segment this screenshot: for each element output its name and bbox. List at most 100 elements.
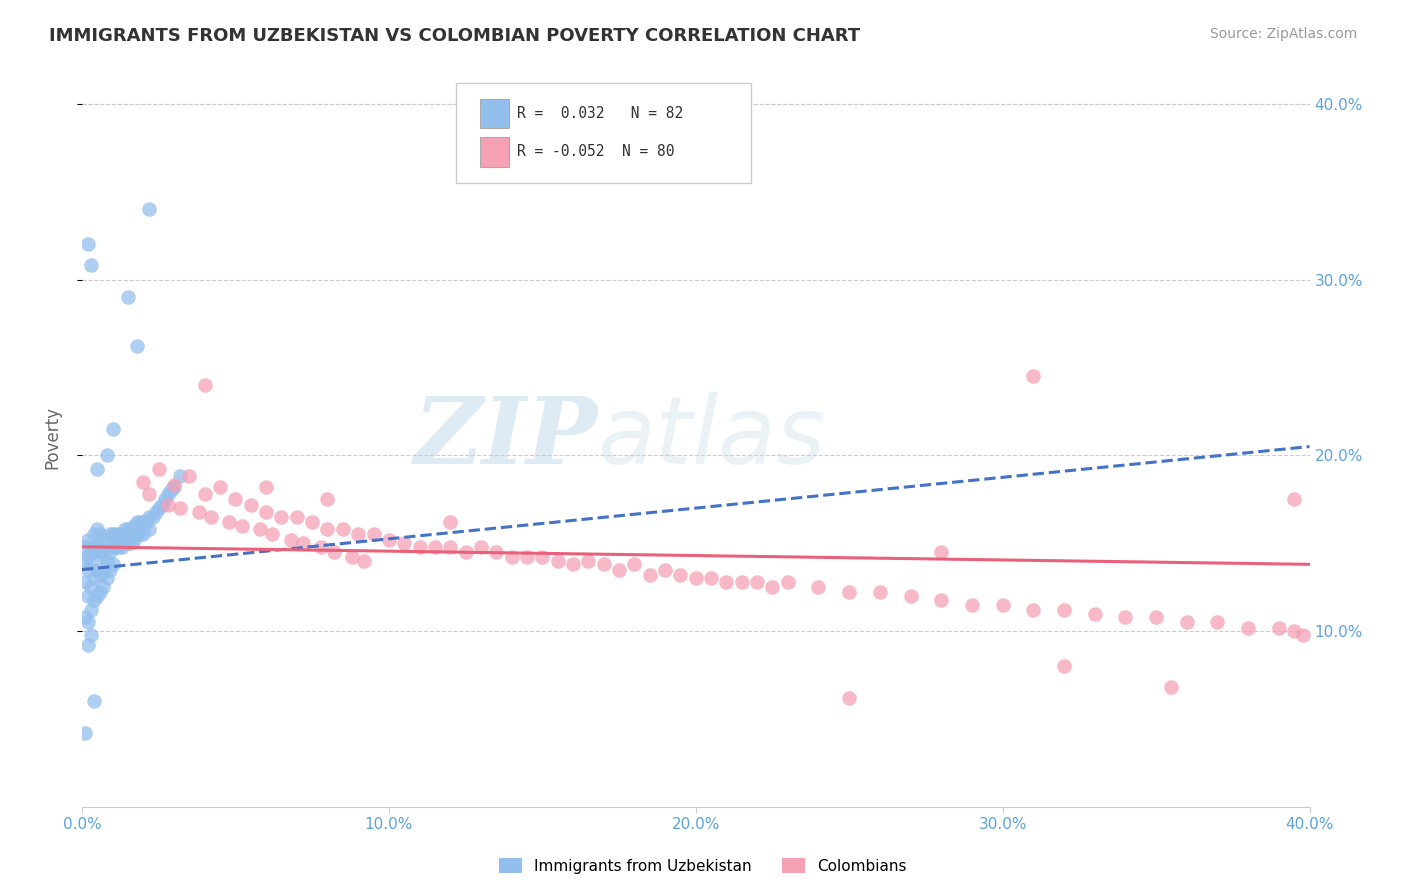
Text: atlas: atlas <box>598 392 825 483</box>
Point <box>179 469 201 483</box>
Point <box>254 505 277 519</box>
Point <box>114 536 136 550</box>
Point <box>73 554 96 568</box>
Point <box>745 574 768 589</box>
Point <box>353 554 375 568</box>
Point <box>1292 628 1315 642</box>
Point <box>311 540 333 554</box>
Point <box>340 550 363 565</box>
Point <box>150 498 173 512</box>
Point <box>80 540 103 554</box>
Point <box>80 558 103 572</box>
Point <box>423 540 446 554</box>
Point <box>86 589 108 603</box>
Point <box>262 527 284 541</box>
Point <box>929 592 952 607</box>
Point <box>194 378 217 392</box>
Point <box>1022 603 1045 617</box>
Point <box>127 339 149 353</box>
Point <box>163 480 186 494</box>
Point <box>132 475 155 489</box>
Point <box>960 598 983 612</box>
Point <box>1053 659 1076 673</box>
Point <box>107 540 129 554</box>
Point <box>1053 603 1076 617</box>
Point <box>138 487 160 501</box>
Point <box>141 509 163 524</box>
Point <box>120 522 142 536</box>
Point <box>200 509 222 524</box>
Y-axis label: Poverty: Poverty <box>44 406 60 469</box>
Point <box>127 515 149 529</box>
Point <box>332 522 354 536</box>
Point <box>224 492 246 507</box>
Point <box>408 540 430 554</box>
Point <box>685 571 707 585</box>
Point <box>163 478 186 492</box>
Point <box>1144 610 1167 624</box>
Point <box>700 571 723 585</box>
Point <box>107 527 129 541</box>
Point <box>160 483 183 498</box>
Point <box>270 509 292 524</box>
Point <box>138 522 160 536</box>
Point <box>98 527 121 541</box>
Point <box>454 545 477 559</box>
FancyBboxPatch shape <box>479 99 509 128</box>
Point <box>991 598 1014 612</box>
Point <box>93 533 115 547</box>
Point <box>101 558 124 572</box>
Point <box>1114 610 1136 624</box>
Point <box>285 509 308 524</box>
Point <box>77 589 100 603</box>
Point <box>77 615 100 630</box>
Point <box>1160 681 1182 695</box>
Point <box>291 536 314 550</box>
Point <box>73 540 96 554</box>
Point <box>1084 607 1107 621</box>
Point <box>77 638 100 652</box>
Point <box>93 566 115 581</box>
Point <box>169 469 191 483</box>
Point <box>1282 492 1305 507</box>
Point <box>80 580 103 594</box>
Point <box>187 505 209 519</box>
Text: IMMIGRANTS FROM UZBEKISTAN VS COLOMBIAN POVERTY CORRELATION CHART: IMMIGRANTS FROM UZBEKISTAN VS COLOMBIAN … <box>49 27 860 45</box>
Point <box>280 533 302 547</box>
Point <box>111 527 134 541</box>
Point <box>153 492 176 507</box>
Text: ZIP: ZIP <box>413 392 598 483</box>
Point <box>89 527 111 541</box>
Point <box>117 536 139 550</box>
Point <box>562 558 585 572</box>
Point <box>1237 621 1260 635</box>
Point <box>83 571 105 585</box>
Point <box>86 563 108 577</box>
Point <box>731 574 754 589</box>
Point <box>501 550 523 565</box>
Point <box>77 237 100 252</box>
Point <box>392 536 415 550</box>
Point <box>1268 621 1291 635</box>
Point <box>169 501 191 516</box>
Point <box>623 558 645 572</box>
Point <box>104 527 127 541</box>
Point <box>114 522 136 536</box>
Point <box>73 726 96 740</box>
Point <box>117 522 139 536</box>
Point <box>93 580 115 594</box>
Point <box>716 574 738 589</box>
Point <box>547 554 569 568</box>
Point <box>80 603 103 617</box>
Point <box>129 515 152 529</box>
Point <box>138 202 160 217</box>
Point <box>73 610 96 624</box>
Point <box>73 574 96 589</box>
Point <box>101 540 124 554</box>
Point <box>1206 615 1229 630</box>
Point <box>120 536 142 550</box>
Point <box>111 540 134 554</box>
Point <box>301 515 323 529</box>
Point <box>869 585 891 599</box>
Point <box>316 492 339 507</box>
